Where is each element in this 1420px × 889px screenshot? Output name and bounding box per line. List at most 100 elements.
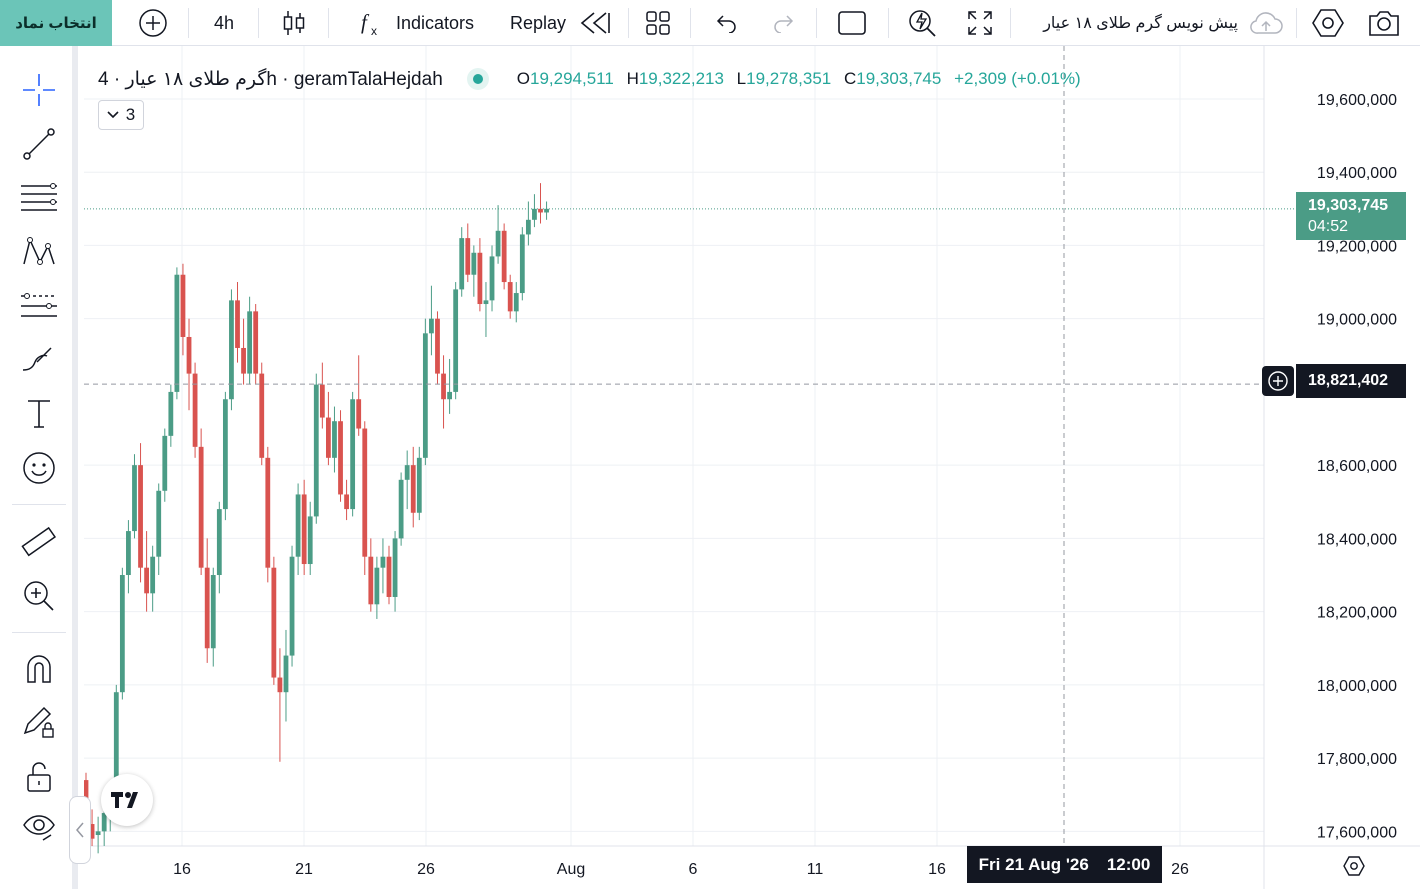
crosshair-tool[interactable]: [14, 67, 64, 113]
candle-body: [350, 399, 356, 510]
add-alert-button[interactable]: [1262, 366, 1294, 396]
quick-search-button[interactable]: [904, 0, 940, 46]
candle-body: [144, 567, 149, 594]
candle-body: [180, 274, 186, 337]
screenshot-button[interactable]: [1364, 0, 1404, 46]
candle-body: [119, 575, 125, 693]
pattern-tool[interactable]: [14, 229, 64, 275]
toolbar-divider: [1010, 8, 1011, 38]
pattern-icon: [23, 237, 55, 265]
market-status-icon[interactable]: [466, 68, 489, 90]
time-tick-label: 11: [807, 861, 824, 878]
candle-body: [204, 567, 210, 649]
candle-body: [501, 230, 507, 283]
redo-button[interactable]: [766, 0, 800, 46]
collapse-toolbar-button[interactable]: [69, 796, 91, 864]
last-price-label: 19,303,745 04:52: [1296, 192, 1406, 240]
interval-button[interactable]: 4h: [213, 12, 235, 33]
indicators-toggle[interactable]: 3: [98, 100, 144, 130]
chart-type-button[interactable]: [276, 0, 312, 46]
cloud-upload-icon: [1250, 12, 1283, 34]
candle-body: [156, 490, 162, 557]
lock-drawing-tool[interactable]: [14, 700, 64, 746]
candle-body: [89, 824, 95, 839]
brush-tool[interactable]: [14, 337, 64, 383]
chevron-left-icon: [76, 822, 84, 838]
text-tool[interactable]: [14, 391, 64, 437]
svg-text:x: x: [371, 24, 377, 37]
high-value: 19,322,213: [638, 69, 724, 88]
price-tick-label: 18,400,000: [1317, 531, 1397, 548]
cloud-save-button[interactable]: [1246, 0, 1286, 46]
toolbar-divider: [188, 8, 189, 38]
candle-body: [313, 384, 319, 517]
add-symbol-button[interactable]: [134, 0, 172, 46]
settings-button[interactable]: [1308, 0, 1348, 46]
candle-body: [344, 494, 349, 510]
indicator-count: 3: [125, 105, 136, 124]
tradingview-logo[interactable]: [101, 774, 153, 826]
crosshair-time: 12:00: [1106, 854, 1151, 874]
replay-button[interactable]: Replay: [502, 0, 620, 46]
measure-tool[interactable]: [14, 519, 64, 565]
price-chart[interactable]: 19,600,000 19,400,000 19,200,000 19,000,000…: [84, 46, 1420, 889]
bar-countdown: 04:52: [1308, 218, 1349, 235]
price-tick-label: 19,600,000: [1317, 92, 1397, 109]
candle-body: [241, 347, 246, 374]
toolbar-divider: [1296, 8, 1297, 38]
square-icon: [838, 11, 866, 35]
layout-button[interactable]: [640, 0, 676, 46]
close-label: C: [843, 69, 857, 88]
hide-drawings-tool[interactable]: [14, 804, 64, 850]
maximize-button[interactable]: [962, 0, 998, 46]
legend-symbol-title[interactable]: گرم طلای ۱۸ عیار · 4h · geramTalaHejdah: [98, 68, 443, 90]
candle-body: [410, 465, 416, 513]
magnet-tool[interactable]: [14, 646, 64, 692]
fib-tool[interactable]: [14, 175, 64, 221]
forecast-tool[interactable]: [14, 283, 64, 329]
candle-body: [235, 300, 240, 348]
symbol-search-button[interactable]: انتخاب نماد: [0, 0, 112, 46]
low-value: 19,278,351: [746, 69, 832, 88]
candle-body: [216, 509, 222, 576]
candle-body: [222, 399, 228, 510]
candle-body: [483, 300, 489, 305]
drawing-toolbar: [0, 46, 78, 889]
candle-body: [495, 230, 501, 257]
candle-body: [453, 289, 459, 392]
price-tick-label: 19,200,000: [1317, 238, 1397, 255]
low-label: L: [736, 69, 747, 88]
high-label: H: [626, 69, 639, 88]
candle-body: [447, 391, 452, 400]
candle-body: [422, 333, 428, 458]
time-tick-label: Aug: [557, 861, 585, 878]
svg-text:f: f: [361, 10, 370, 34]
open-label: O: [516, 69, 530, 88]
crosshair-icon: [23, 74, 55, 106]
candle-body: [538, 208, 543, 213]
candle-body: [283, 655, 289, 693]
candle-body: [332, 421, 337, 458]
candle-body: [307, 516, 313, 565]
tv-logo-icon: [111, 792, 138, 808]
candle-body: [186, 336, 192, 374]
lock-all-tool[interactable]: [14, 754, 64, 800]
candle-body: [277, 677, 283, 693]
candle-body: [174, 274, 180, 392]
toolbar-divider: [328, 8, 329, 38]
undo-button[interactable]: [710, 0, 744, 46]
zoom-in-tool[interactable]: [14, 573, 64, 619]
trend-line-tool[interactable]: [14, 121, 64, 167]
candle-body: [386, 556, 392, 597]
fullscreen-view-button[interactable]: [834, 0, 870, 46]
emoji-tool[interactable]: [14, 445, 64, 491]
ruler-icon: [21, 526, 57, 557]
forecast-icon: [21, 293, 57, 317]
candle-body: [132, 465, 137, 532]
candle-body: [301, 494, 307, 565]
candle-body: [265, 457, 271, 568]
chevron-down-icon: [107, 111, 119, 119]
candle-body: [398, 479, 404, 539]
